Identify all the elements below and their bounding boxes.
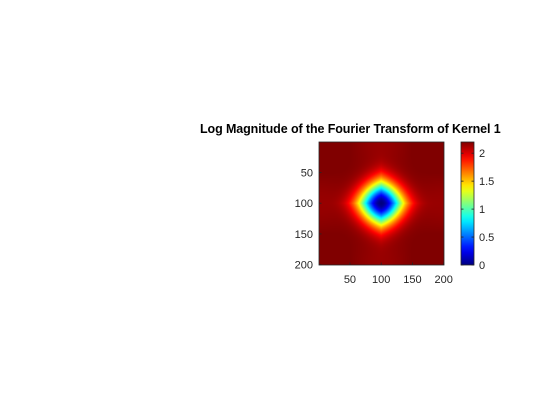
heatmap-image <box>319 142 444 265</box>
y-tick-label: 200 <box>295 260 313 272</box>
colorbar-frame <box>460 141 475 266</box>
x-tick-label: 50 <box>344 274 356 286</box>
colorbar-tick-label: 0.5 <box>479 232 494 244</box>
colorbar: 0 0.5 1 1.5 2 <box>460 141 494 272</box>
x-tick-label: 100 <box>372 274 390 286</box>
y-axis: 50 100 150 200 <box>295 167 322 272</box>
x-tick-label: 200 <box>435 274 453 286</box>
y-tick-label: 150 <box>295 229 313 241</box>
colorbar-ticks: 0 0.5 1 1.5 2 <box>461 148 494 272</box>
colorbar-tick-label: 1 <box>479 204 485 216</box>
colorbar-tick-label: 1.5 <box>479 176 494 188</box>
colorbar-gradient <box>461 142 474 265</box>
x-tick-label: 150 <box>403 274 421 286</box>
y-tick-label: 50 <box>301 167 313 179</box>
colorbar-tick-label: 0 <box>479 260 485 272</box>
heatmap-plot: 50 100 150 200 50 100 150 200 <box>295 141 453 286</box>
colorbar-tick-label: 2 <box>479 148 485 160</box>
chart-title: Log Magnitude of the Fourier Transform o… <box>200 122 501 136</box>
y-tick-label: 100 <box>295 198 313 210</box>
x-axis: 50 100 150 200 <box>344 262 453 286</box>
